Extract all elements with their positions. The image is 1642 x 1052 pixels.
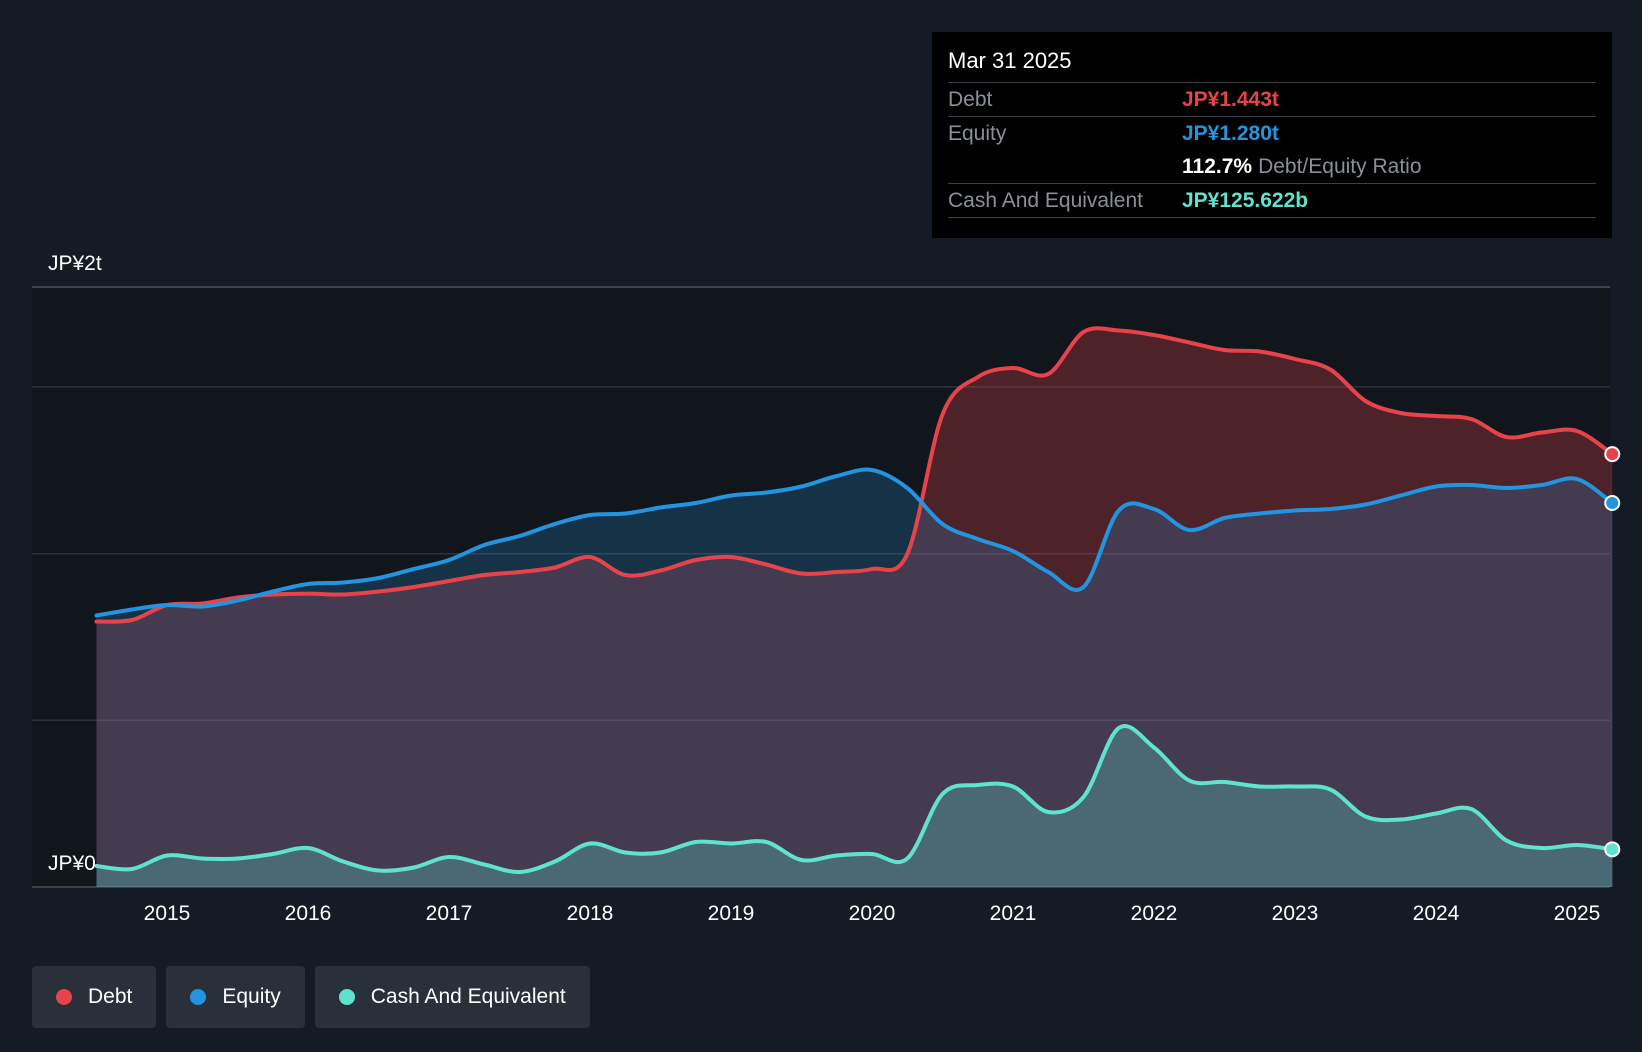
legend-item-debt[interactable]: Debt xyxy=(32,966,157,1028)
x-tick-label-2023: 2023 xyxy=(1272,902,1319,925)
x-tick-label-2025: 2025 xyxy=(1554,902,1601,925)
legend-item-cash[interactable]: Cash And Equivalent xyxy=(314,966,590,1028)
x-tick-label-2022: 2022 xyxy=(1131,902,1178,925)
legend-label-cash: Cash And Equivalent xyxy=(370,985,566,1008)
tooltip-debt-label: Debt xyxy=(948,87,993,111)
x-tick-label-2021: 2021 xyxy=(990,902,1037,925)
tooltip-cash-label: Cash And Equivalent xyxy=(948,188,1143,212)
legend-label-equity: Equity xyxy=(222,985,281,1008)
legend-item-equity[interactable]: Equity xyxy=(166,966,305,1028)
debt-line xyxy=(94,326,1615,624)
equity-end-point xyxy=(1604,495,1621,511)
legend-label-debt: Debt xyxy=(88,985,133,1008)
legend-dot-debt xyxy=(56,989,72,1005)
legend-dot-equity xyxy=(190,989,207,1005)
equity-line xyxy=(94,467,1615,618)
y-axis-label-top: JP¥2t xyxy=(48,252,102,275)
tooltip-debt-value: JP¥1.443t xyxy=(1182,87,1279,111)
cash-end-point xyxy=(1604,841,1621,858)
debt-area xyxy=(96,328,1613,888)
tooltip-equity-label: Equity xyxy=(948,121,1007,145)
x-tick-label-2020: 2020 xyxy=(849,902,896,925)
tooltip-ratio-value: 112.7% xyxy=(1182,154,1253,178)
tooltip-cash-value: JP¥125.622b xyxy=(1182,188,1309,212)
y-axis-label-bottom: JP¥0 xyxy=(48,852,96,875)
tooltip-panel: Mar 31 2025 Debt JP¥1.443t Equity JP¥1.2… xyxy=(932,32,1612,238)
x-tick-label-2024: 2024 xyxy=(1413,902,1460,925)
cash-line xyxy=(94,724,1615,875)
tooltip-ratio-label: Debt/Equity Ratio xyxy=(1258,154,1422,178)
x-tick-label-2016: 2016 xyxy=(285,902,332,925)
debt-end-point xyxy=(1604,446,1621,463)
legend-dot-cash xyxy=(338,989,355,1005)
x-tick-label-2017: 2017 xyxy=(426,902,473,925)
chart-legend: Debt Equity Cash And Equivalent xyxy=(32,966,590,1028)
tooltip-date: Mar 31 2025 xyxy=(948,48,1072,73)
cash-area xyxy=(96,725,1613,887)
x-tick-label-2018: 2018 xyxy=(567,902,614,925)
tooltip-equity-value: JP¥1.280t xyxy=(1182,121,1279,145)
x-tick-label-2019: 2019 xyxy=(708,902,755,925)
x-tick-label-2015: 2015 xyxy=(144,902,191,925)
